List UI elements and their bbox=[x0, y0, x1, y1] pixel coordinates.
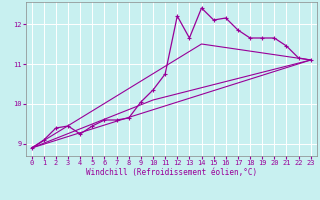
X-axis label: Windchill (Refroidissement éolien,°C): Windchill (Refroidissement éolien,°C) bbox=[86, 168, 257, 177]
